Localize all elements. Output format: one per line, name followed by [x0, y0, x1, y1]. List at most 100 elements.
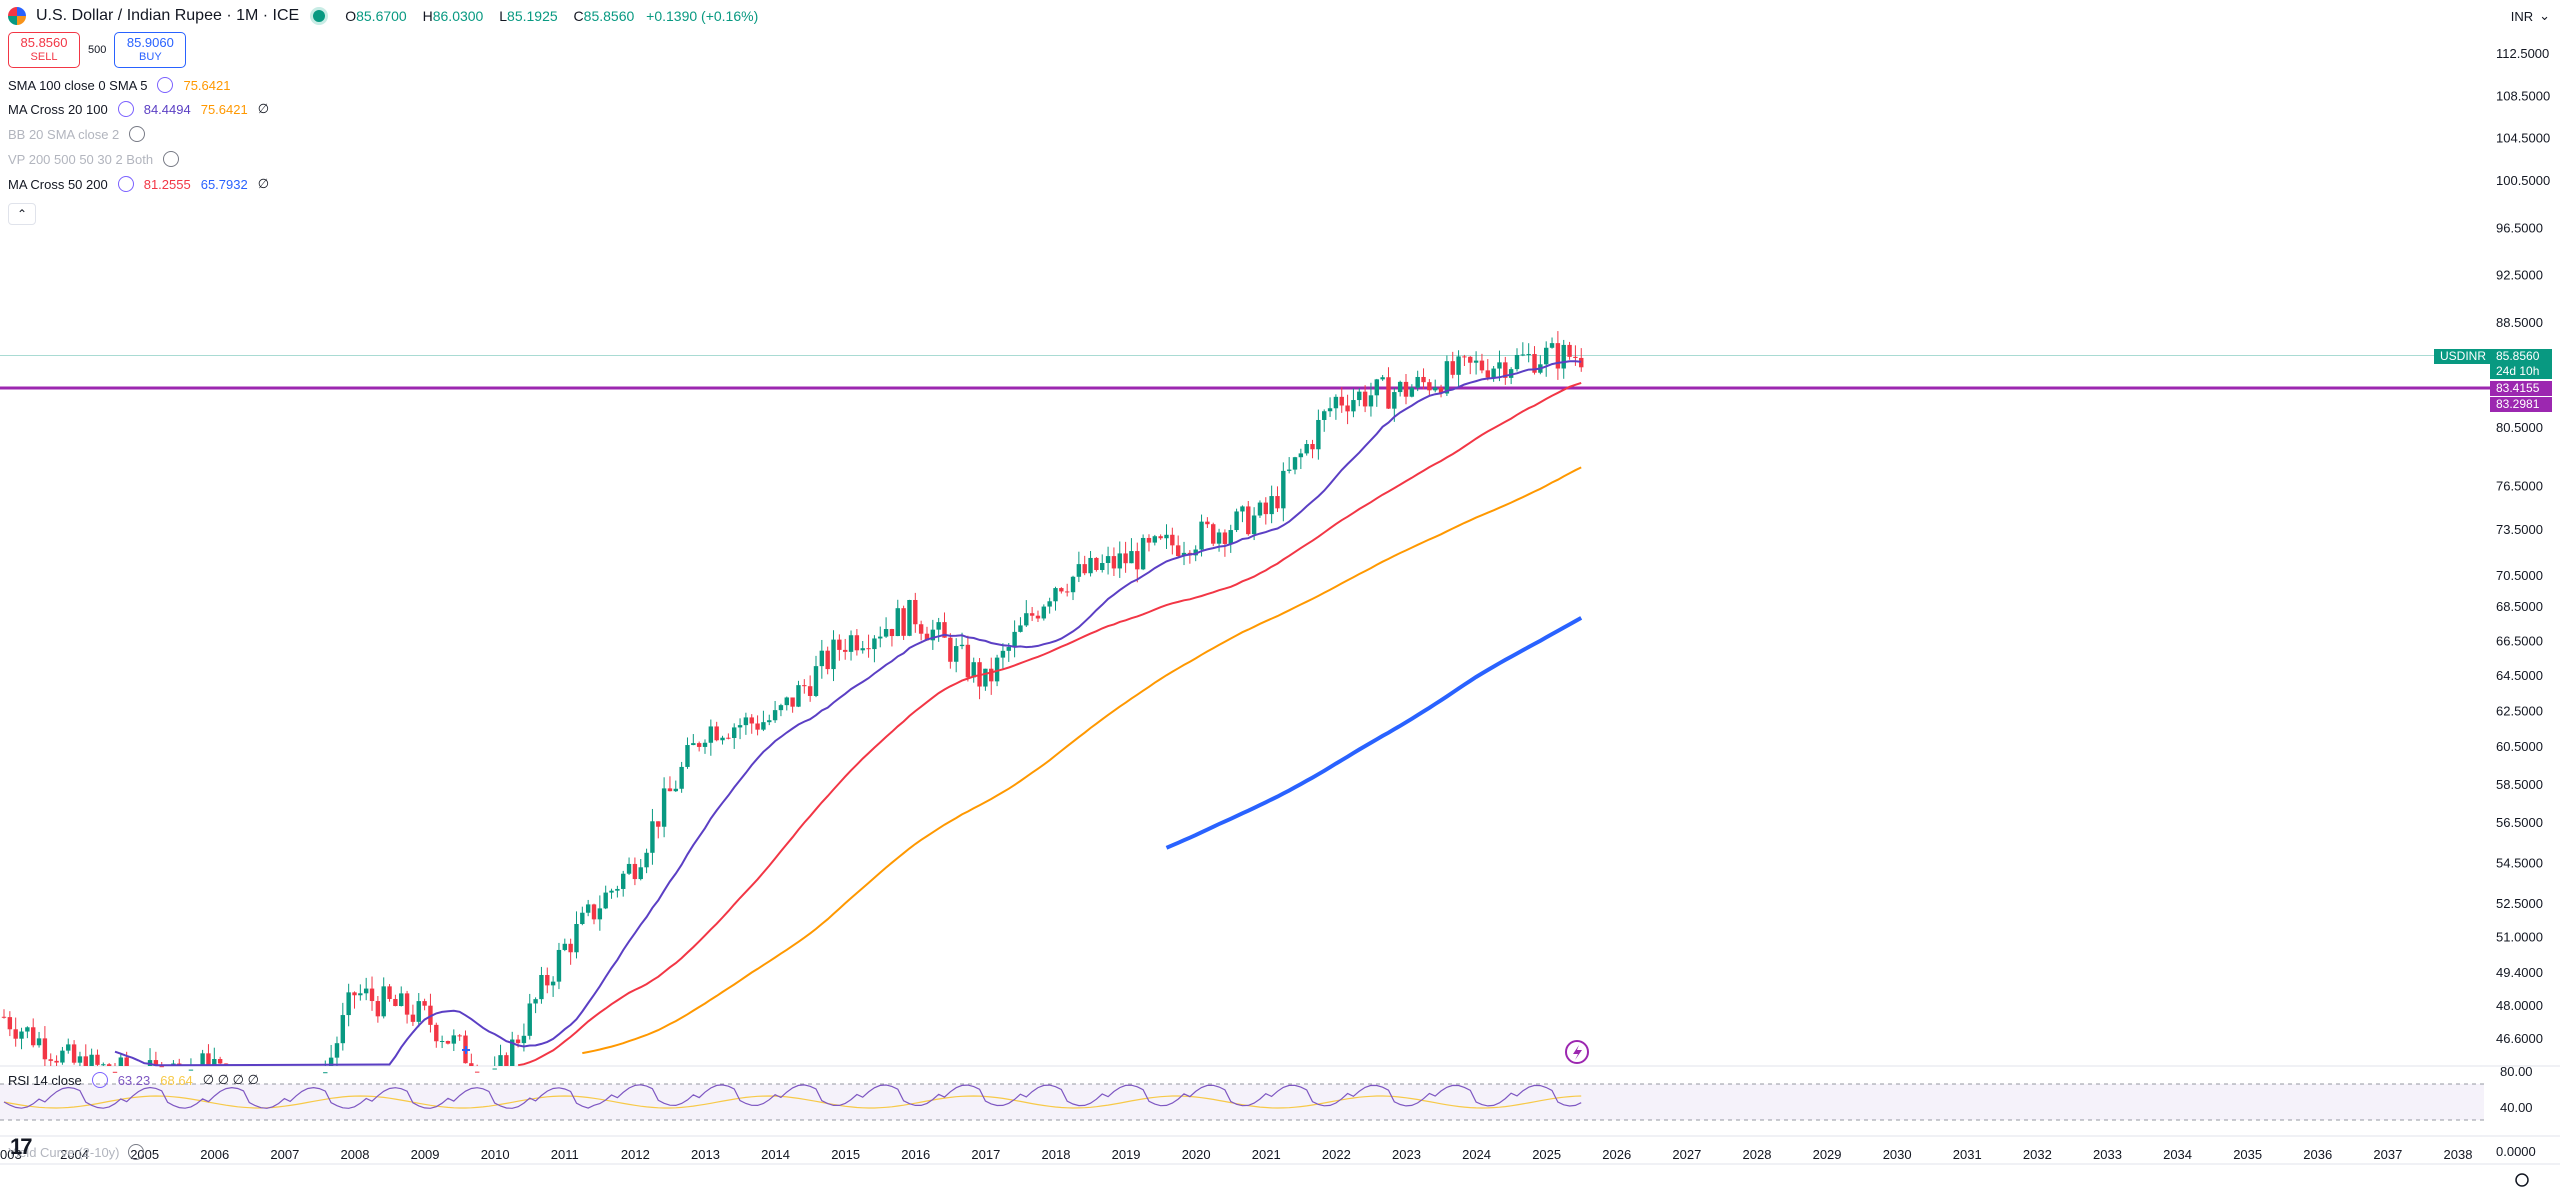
candle-body — [755, 723, 760, 730]
price-axis-tick: 48.0000 — [2496, 998, 2543, 1013]
candle-body — [796, 685, 801, 707]
candle-body — [387, 986, 392, 999]
time-axis-tick: 2006 — [200, 1147, 229, 1162]
candle-body — [1035, 615, 1041, 619]
candle-body — [1064, 591, 1070, 593]
indicator-na: ∅ — [257, 176, 270, 191]
candle-body — [89, 1054, 94, 1066]
candle-body — [1316, 419, 1321, 450]
collapse-indicators-button[interactable]: ⌃ — [8, 203, 36, 225]
last-price-label: 85.8560 — [2490, 349, 2552, 364]
indicator-value: 81.2555 — [143, 176, 191, 192]
candle-body — [492, 1068, 497, 1070]
candle-body — [807, 686, 813, 696]
candle-body — [872, 638, 877, 650]
indicator-vp[interactable]: VP 200 500 50 30 2 Both — [8, 148, 180, 170]
rsi-legend[interactable]: RSI 14 close 63.23 68.64 ∅ ∅ ∅ ∅ — [8, 1072, 259, 1088]
candle-body — [1386, 377, 1391, 409]
candle-body — [323, 1072, 328, 1074]
candle-body — [1286, 469, 1292, 471]
candle-body — [1000, 650, 1006, 658]
candle-body — [1076, 564, 1082, 577]
candle-body — [124, 1057, 129, 1066]
hidden-eye-icon[interactable] — [127, 1144, 144, 1160]
indicator-settings-icon[interactable] — [157, 77, 174, 93]
price-axis-tick: 51.0000 — [2496, 929, 2543, 944]
indicator-settings-icon[interactable] — [117, 176, 134, 192]
ma20-line — [114, 360, 1582, 1067]
candle-body — [1234, 511, 1239, 531]
hidden-eye-icon[interactable] — [163, 151, 180, 167]
candle-body — [498, 1055, 503, 1066]
candle-body — [1088, 557, 1093, 574]
candle-body — [106, 1064, 112, 1066]
candle-body — [860, 648, 865, 651]
candle-body — [474, 1071, 480, 1073]
hidden-eye-icon[interactable] — [129, 126, 146, 142]
lightning-icon — [1565, 1040, 1589, 1064]
indicator-name: MA Cross 50 200 — [8, 176, 108, 192]
candle-body — [1555, 343, 1561, 369]
candle-body — [1082, 564, 1087, 574]
candle-body — [1181, 552, 1187, 557]
buy-button[interactable]: 85.9060 BUY — [114, 32, 187, 68]
candle-body — [743, 717, 749, 726]
candle-body — [837, 639, 842, 650]
currency-selector[interactable]: INR ⌄ — [2511, 8, 2550, 24]
time-axis-tick: 2021 — [1252, 1147, 1281, 1162]
market-status-dot — [313, 10, 326, 22]
yield-axis-tick: 0.0000 — [2496, 1144, 2536, 1159]
candle-body — [632, 863, 638, 880]
symbol-title[interactable]: U.S. Dollar / Indian Rupee · 1M · ICE — [36, 7, 300, 24]
candle-body — [1146, 537, 1152, 543]
candle-body — [1392, 392, 1397, 409]
candle-body — [1549, 343, 1555, 348]
candle-body — [1111, 556, 1117, 569]
low-value: 85.1925 — [507, 8, 558, 24]
candle-body — [994, 657, 1000, 682]
price-axis-tick: 58.5000 — [2496, 777, 2543, 792]
candle-body — [31, 1027, 36, 1046]
indicator-settings-icon[interactable] — [117, 101, 134, 117]
candle-body — [825, 650, 830, 670]
hline-price-label: 83.4155 — [2490, 381, 2552, 396]
time-axis-tick: 2031 — [1953, 1147, 1982, 1162]
price-axis-tick: 108.5000 — [2496, 88, 2550, 103]
indicator-sma100[interactable]: SMA 100 close 0 SMA 5 75.6421 — [8, 74, 230, 96]
candle-body — [1158, 536, 1163, 539]
candle-body — [843, 649, 848, 652]
candle-body — [451, 1035, 457, 1044]
candle-body — [1433, 387, 1438, 391]
candle-body — [515, 1039, 521, 1044]
candle-body — [188, 1069, 194, 1071]
candle-body — [1444, 361, 1450, 394]
price-axis-tick: 66.5000 — [2496, 634, 2543, 649]
price-axis-tick: 64.5000 — [2496, 668, 2543, 683]
candle-body — [1117, 553, 1122, 569]
candle-body — [1374, 379, 1379, 396]
candle-body — [1520, 354, 1526, 356]
price-axis-tick: 49.4000 — [2496, 965, 2543, 980]
candle-body — [574, 924, 579, 953]
candle-body — [1351, 400, 1356, 412]
candle-body — [1059, 588, 1064, 592]
sell-button[interactable]: 85.8560 SELL — [8, 32, 80, 68]
time-axis-tick: 2010 — [481, 1147, 510, 1162]
indicator-bb[interactable]: BB 20 SMA close 2 — [8, 123, 146, 145]
indicator-settings-icon[interactable] — [91, 1072, 108, 1088]
candle-body — [1018, 625, 1023, 632]
candle-body — [883, 629, 889, 637]
symbol-tag: USDINR — [2434, 349, 2493, 364]
candle-body — [1193, 549, 1198, 556]
time-axis-tick: 2035 — [2233, 1147, 2262, 1162]
candle-body — [878, 636, 883, 639]
candle-body — [153, 1060, 159, 1066]
indicator-ma-cross-50-200[interactable]: MA Cross 50 200 81.2555 65.7932 ∅ — [8, 173, 269, 195]
candle-body — [1205, 521, 1210, 525]
candle-body — [702, 742, 708, 747]
time-axis-tick: 2017 — [971, 1147, 1000, 1162]
yield-curve-legend[interactable]: Yield Curve (2-10y) — [8, 1144, 144, 1160]
indicator-ma-cross-20-100[interactable]: MA Cross 20 100 84.4494 75.6421 ∅ — [8, 98, 269, 120]
